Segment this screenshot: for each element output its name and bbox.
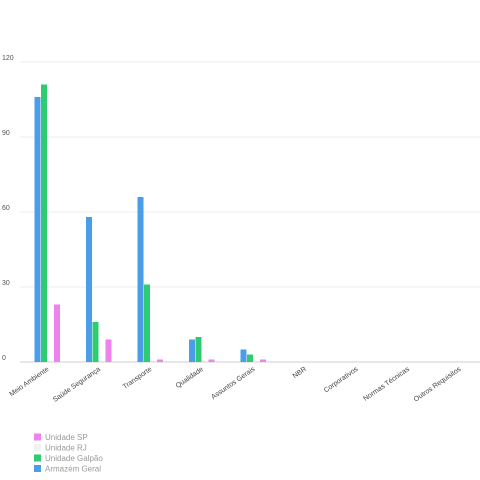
y-tick-label-90: 90 — [2, 130, 10, 137]
x-category-label-2: Transporte — [122, 366, 154, 391]
legend-item[interactable]: Unidade Galpão — [34, 454, 103, 463]
y-axis-ticks: 0 30 60 90 120 — [2, 55, 14, 362]
legend-label: Unidade Galpão — [45, 454, 103, 463]
legend-label: Armazém Geral — [45, 465, 101, 474]
legend-swatch — [34, 444, 41, 451]
legend-item[interactable]: Armazém Geral — [34, 465, 101, 474]
bars — [34, 84, 266, 362]
x-category-label-7: Normas Técnicas — [362, 366, 411, 403]
bar-4-3 — [260, 359, 266, 362]
bar-0-1 — [41, 84, 47, 362]
x-category-label-6: Corporativos — [323, 366, 360, 395]
bar-2-1 — [144, 284, 150, 362]
y-tick-label-120: 120 — [2, 55, 14, 62]
bar-0-0 — [34, 97, 41, 362]
legend-item[interactable]: Unidade SP — [34, 433, 88, 442]
bar-2-3 — [157, 359, 163, 362]
x-category-label-3: Qualidade — [175, 366, 205, 390]
y-tick-label-60: 60 — [2, 205, 10, 212]
legend-label: Unidade RJ — [45, 444, 87, 453]
x-category-label-1: Saúde Segurança — [52, 366, 102, 404]
x-axis-labels: Meio Ambiente Saúde Segurança Transporte Qu… — [8, 366, 462, 404]
legend-swatch — [34, 433, 41, 441]
bar-3-0 — [189, 339, 195, 362]
x-category-label-5: NBR — [292, 366, 308, 380]
legend-swatch — [34, 465, 41, 472]
y-tick-label-30: 30 — [2, 280, 10, 287]
legend-swatch — [34, 454, 41, 462]
bar-3-3 — [208, 359, 215, 362]
x-category-label-8: Outros Requisitos — [413, 366, 463, 404]
bar-0-3 — [54, 304, 60, 362]
legend-item[interactable]: Unidade RJ — [34, 444, 87, 453]
grid-lines — [20, 61, 480, 363]
y-tick-label-0: 0 — [2, 355, 6, 362]
bar-4-1 — [247, 354, 253, 362]
x-category-label-4: Assuntos Gerais — [210, 366, 256, 401]
bar-3-1 — [195, 337, 202, 362]
bar-4-0 — [240, 349, 247, 362]
bar-1-3 — [105, 339, 112, 362]
x-category-label-0: Meio Ambiente — [8, 366, 50, 398]
bar-1-0 — [86, 217, 92, 362]
legend-label: Unidade SP — [45, 433, 88, 442]
bar-2-0 — [137, 197, 144, 362]
bar-1-1 — [92, 322, 99, 362]
